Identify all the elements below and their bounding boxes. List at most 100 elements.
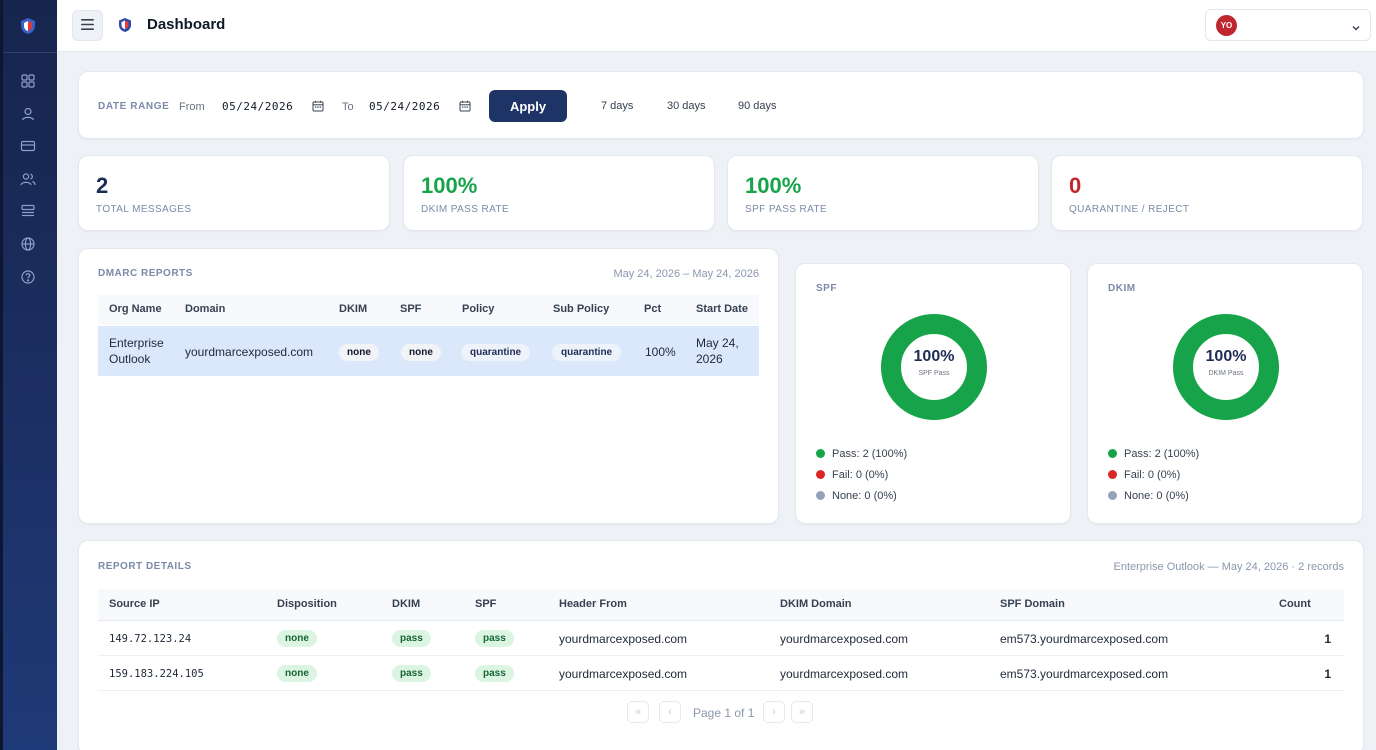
stat-card-total-messages: 2 TOTAL MESSAGES <box>78 155 390 231</box>
globe-icon[interactable] <box>20 236 38 254</box>
help-icon[interactable] <box>20 269 38 287</box>
count-cell: 1 <box>1324 667 1331 681</box>
donut-center-value: 100% <box>913 348 955 365</box>
date-range-card: DATE RANGE From 05/24/2026 To 05/24/2026… <box>78 71 1364 139</box>
from-label: From <box>179 101 205 113</box>
stat-label: TOTAL MESSAGES <box>96 204 192 215</box>
to-date-input[interactable]: 05/24/2026 <box>369 100 441 113</box>
spf-badge: pass <box>475 665 514 682</box>
legend-label: None: 0 (0%) <box>1124 490 1189 502</box>
menu-toggle-button[interactable] <box>72 10 103 41</box>
column-header[interactable]: Source IP <box>109 598 160 610</box>
stat-card-dkim-pass-rate: 100% DKIM PASS RATE <box>403 155 715 231</box>
report-date-range: May 24, 2026 – May 24, 2026 <box>613 268 759 280</box>
stat-value: 100% <box>745 173 802 198</box>
date-range-label: DATE RANGE <box>98 101 170 112</box>
column-header[interactable]: Header From <box>559 598 627 610</box>
legend-none: None: 0 (0%) <box>1108 490 1189 502</box>
source-ip-cell: 159.183.224.105 <box>109 668 204 680</box>
dmarc-reports-card: DMARC REPORTS May 24, 2026 – May 24, 202… <box>78 248 779 524</box>
stat-value: 100% <box>421 173 478 198</box>
legend-fail: Fail: 0 (0%) <box>1108 469 1180 481</box>
user-icon[interactable] <box>20 106 38 124</box>
stat-card-spf-pass-rate: 100% SPF PASS RATE <box>727 155 1039 231</box>
disposition-badge: none <box>277 630 317 647</box>
dkim-badge: pass <box>392 630 431 647</box>
dkim-chart-card: DKIM 100% DKIM Pass Pass: 2 (100%) Fail:… <box>1087 263 1363 524</box>
sidebar <box>0 0 57 750</box>
donut-pass-segment <box>1173 314 1279 420</box>
table-header: Org Name Domain DKIM SPF Policy Sub Poli… <box>98 295 759 325</box>
first-page-button[interactable]: « <box>627 701 649 723</box>
avatar: YO <box>1216 15 1237 36</box>
card-icon[interactable] <box>20 138 38 156</box>
users-icon[interactable] <box>20 171 38 189</box>
disposition-badge: none <box>277 665 317 682</box>
quick-range-30-days[interactable]: 30 days <box>667 100 706 112</box>
org-name-line: Enterprise <box>109 336 164 350</box>
legend-pass: Pass: 2 (100%) <box>816 448 907 460</box>
column-header[interactable]: Count <box>1279 598 1311 610</box>
legend-dot <box>816 491 825 500</box>
apply-button[interactable]: Apply <box>489 90 567 122</box>
table-header: Source IP Disposition DKIM SPF Header Fr… <box>98 589 1344 621</box>
column-header[interactable]: Disposition <box>277 598 337 610</box>
column-header[interactable]: SPF <box>475 598 497 610</box>
stat-value: 2 <box>96 173 109 198</box>
sidebar-divider <box>3 52 57 53</box>
column-header[interactable]: SPF <box>400 303 422 315</box>
chevron-down-icon <box>1351 20 1361 31</box>
table-row[interactable]: 159.183.224.105 none pass pass yourdmarc… <box>98 656 1344 691</box>
quick-range-90-days[interactable]: 90 days <box>738 100 777 112</box>
legend-fail: Fail: 0 (0%) <box>816 469 888 481</box>
legend-label: Fail: 0 (0%) <box>1124 469 1181 481</box>
column-header[interactable]: Org Name <box>109 303 162 315</box>
column-header[interactable]: DKIM Domain <box>780 598 852 610</box>
legend-label: Pass: 2 (100%) <box>1124 448 1200 460</box>
table-row[interactable]: 149.72.123.24 none pass pass yourdmarcex… <box>98 621 1344 656</box>
page-indicator: Page 1 of 1 <box>693 706 755 720</box>
start-date-line: 2026 <box>696 352 723 366</box>
user-menu-dropdown[interactable]: YO <box>1205 9 1371 41</box>
dkim-domain-cell: yourdmarcexposed.com <box>780 667 909 681</box>
legend-label: None: 0 (0%) <box>832 490 897 502</box>
next-page-button[interactable]: › <box>763 701 785 723</box>
sub-policy-badge: quarantine <box>552 344 622 361</box>
source-ip-cell: 149.72.123.24 <box>109 633 192 645</box>
column-header[interactable]: Domain <box>185 303 226 315</box>
reports-icon[interactable] <box>20 203 38 221</box>
page-title: Dashboard <box>147 16 226 33</box>
donut-center-value: 100% <box>1205 348 1247 365</box>
count-cell: 1 <box>1324 632 1331 646</box>
prev-page-button[interactable]: ‹ <box>659 701 681 723</box>
calendar-icon[interactable] <box>459 99 471 112</box>
column-header[interactable]: Pct <box>644 303 662 315</box>
report-details-card: REPORT DETAILS Enterprise Outlook — May … <box>78 540 1364 750</box>
column-header[interactable]: Start Date <box>696 303 748 315</box>
column-header[interactable]: Policy <box>462 303 495 315</box>
dkim-domain-cell: yourdmarcexposed.com <box>780 632 909 646</box>
to-label: To <box>342 101 354 113</box>
column-header[interactable]: Sub Policy <box>553 303 610 315</box>
grid-icon[interactable] <box>20 73 38 91</box>
header-from-cell: yourdmarcexposed.com <box>559 667 688 681</box>
table-row[interactable]: Enterprise Outlook yourdmarcexposed.com … <box>98 326 759 376</box>
legend-label: Fail: 0 (0%) <box>832 469 889 481</box>
logo-shield-icon[interactable] <box>18 16 38 36</box>
legend-none: None: 0 (0%) <box>816 490 897 502</box>
column-header[interactable]: DKIM <box>339 303 368 315</box>
last-page-button[interactable]: » <box>791 701 813 723</box>
calendar-icon[interactable] <box>312 99 324 112</box>
policy-badge: quarantine <box>461 344 531 361</box>
from-date-input[interactable]: 05/24/2026 <box>222 100 294 113</box>
hamburger-icon <box>81 17 94 35</box>
domain-cell: yourdmarcexposed.com <box>185 345 314 359</box>
quick-range-7-days[interactable]: 7 days <box>601 100 634 112</box>
column-header[interactable]: DKIM <box>392 598 421 610</box>
chart-title: SPF <box>816 283 837 294</box>
donut-pass-segment <box>881 314 987 420</box>
org-name-line: Outlook <box>109 352 151 366</box>
org-name-cell: Enterprise Outlook <box>109 335 164 367</box>
column-header[interactable]: SPF Domain <box>1000 598 1065 610</box>
spf-domain-cell: em573.yourdmarcexposed.com <box>1000 632 1169 646</box>
